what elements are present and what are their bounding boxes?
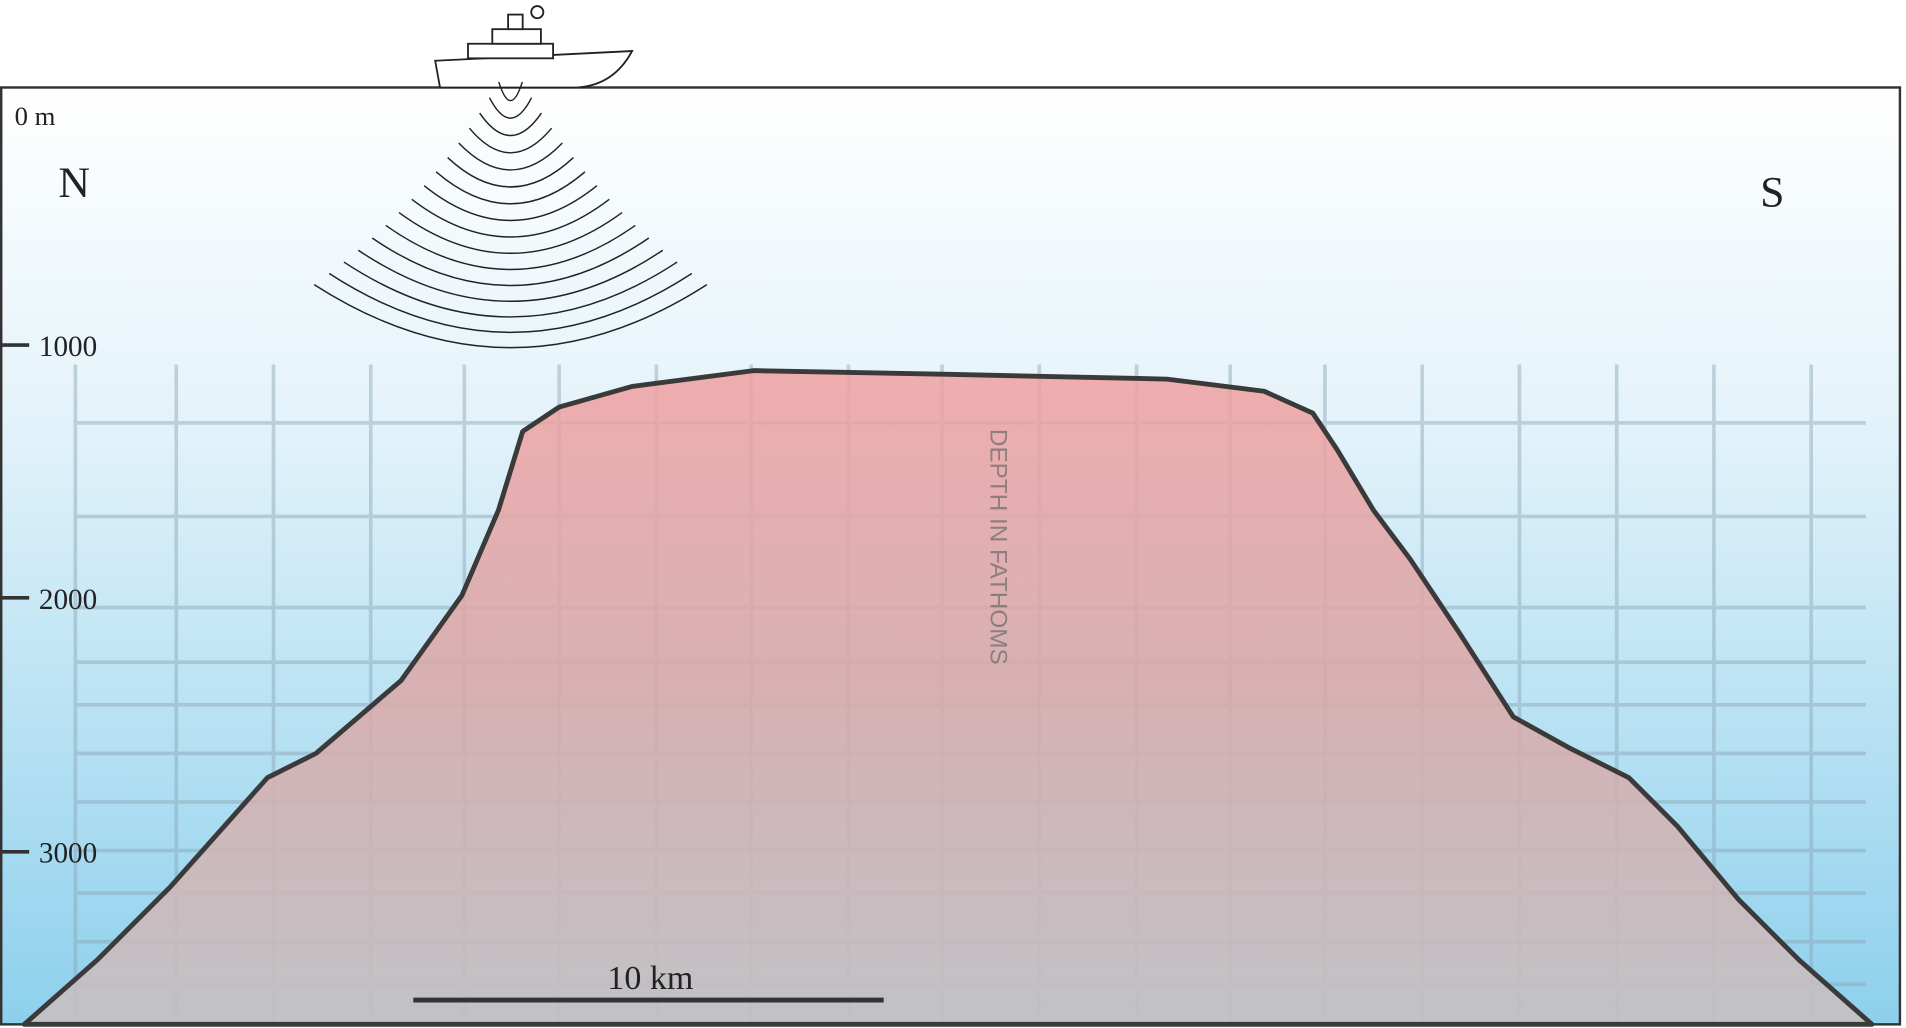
south-label: S [1760,169,1784,217]
depth-tick-label: 2000 [39,584,97,616]
sonar-arc [498,81,523,102]
sonar-arc [447,157,574,188]
north-label: N [58,159,90,207]
sonar-arc [328,272,693,333]
sonar-waves [313,81,708,349]
depth-tick-label: 1000 [39,331,97,363]
sonar-arc [313,283,708,349]
record-caption: DEPTH IN FATHOMS [985,429,1012,665]
sonar-arc [398,211,623,254]
sonar-arc [411,198,610,238]
sonar-arc [385,224,636,271]
depth-axis-ticks [0,343,30,854]
ship [434,5,634,89]
sonar-arc [468,127,553,154]
depth-tick-label: 3000 [39,838,97,870]
sonar-arc [479,112,543,137]
sonar-arc [458,142,563,171]
sonar-arc [357,249,664,302]
sonar-arc [423,185,598,222]
scale-bar-label: 10 km [607,960,693,997]
sonar-arc [343,261,678,318]
sonar-arc [435,171,586,205]
seamount-profile [21,368,1875,1027]
surface-label: 0 m [15,101,56,131]
sonar-arc [371,237,650,287]
sonar-arc [488,97,533,119]
